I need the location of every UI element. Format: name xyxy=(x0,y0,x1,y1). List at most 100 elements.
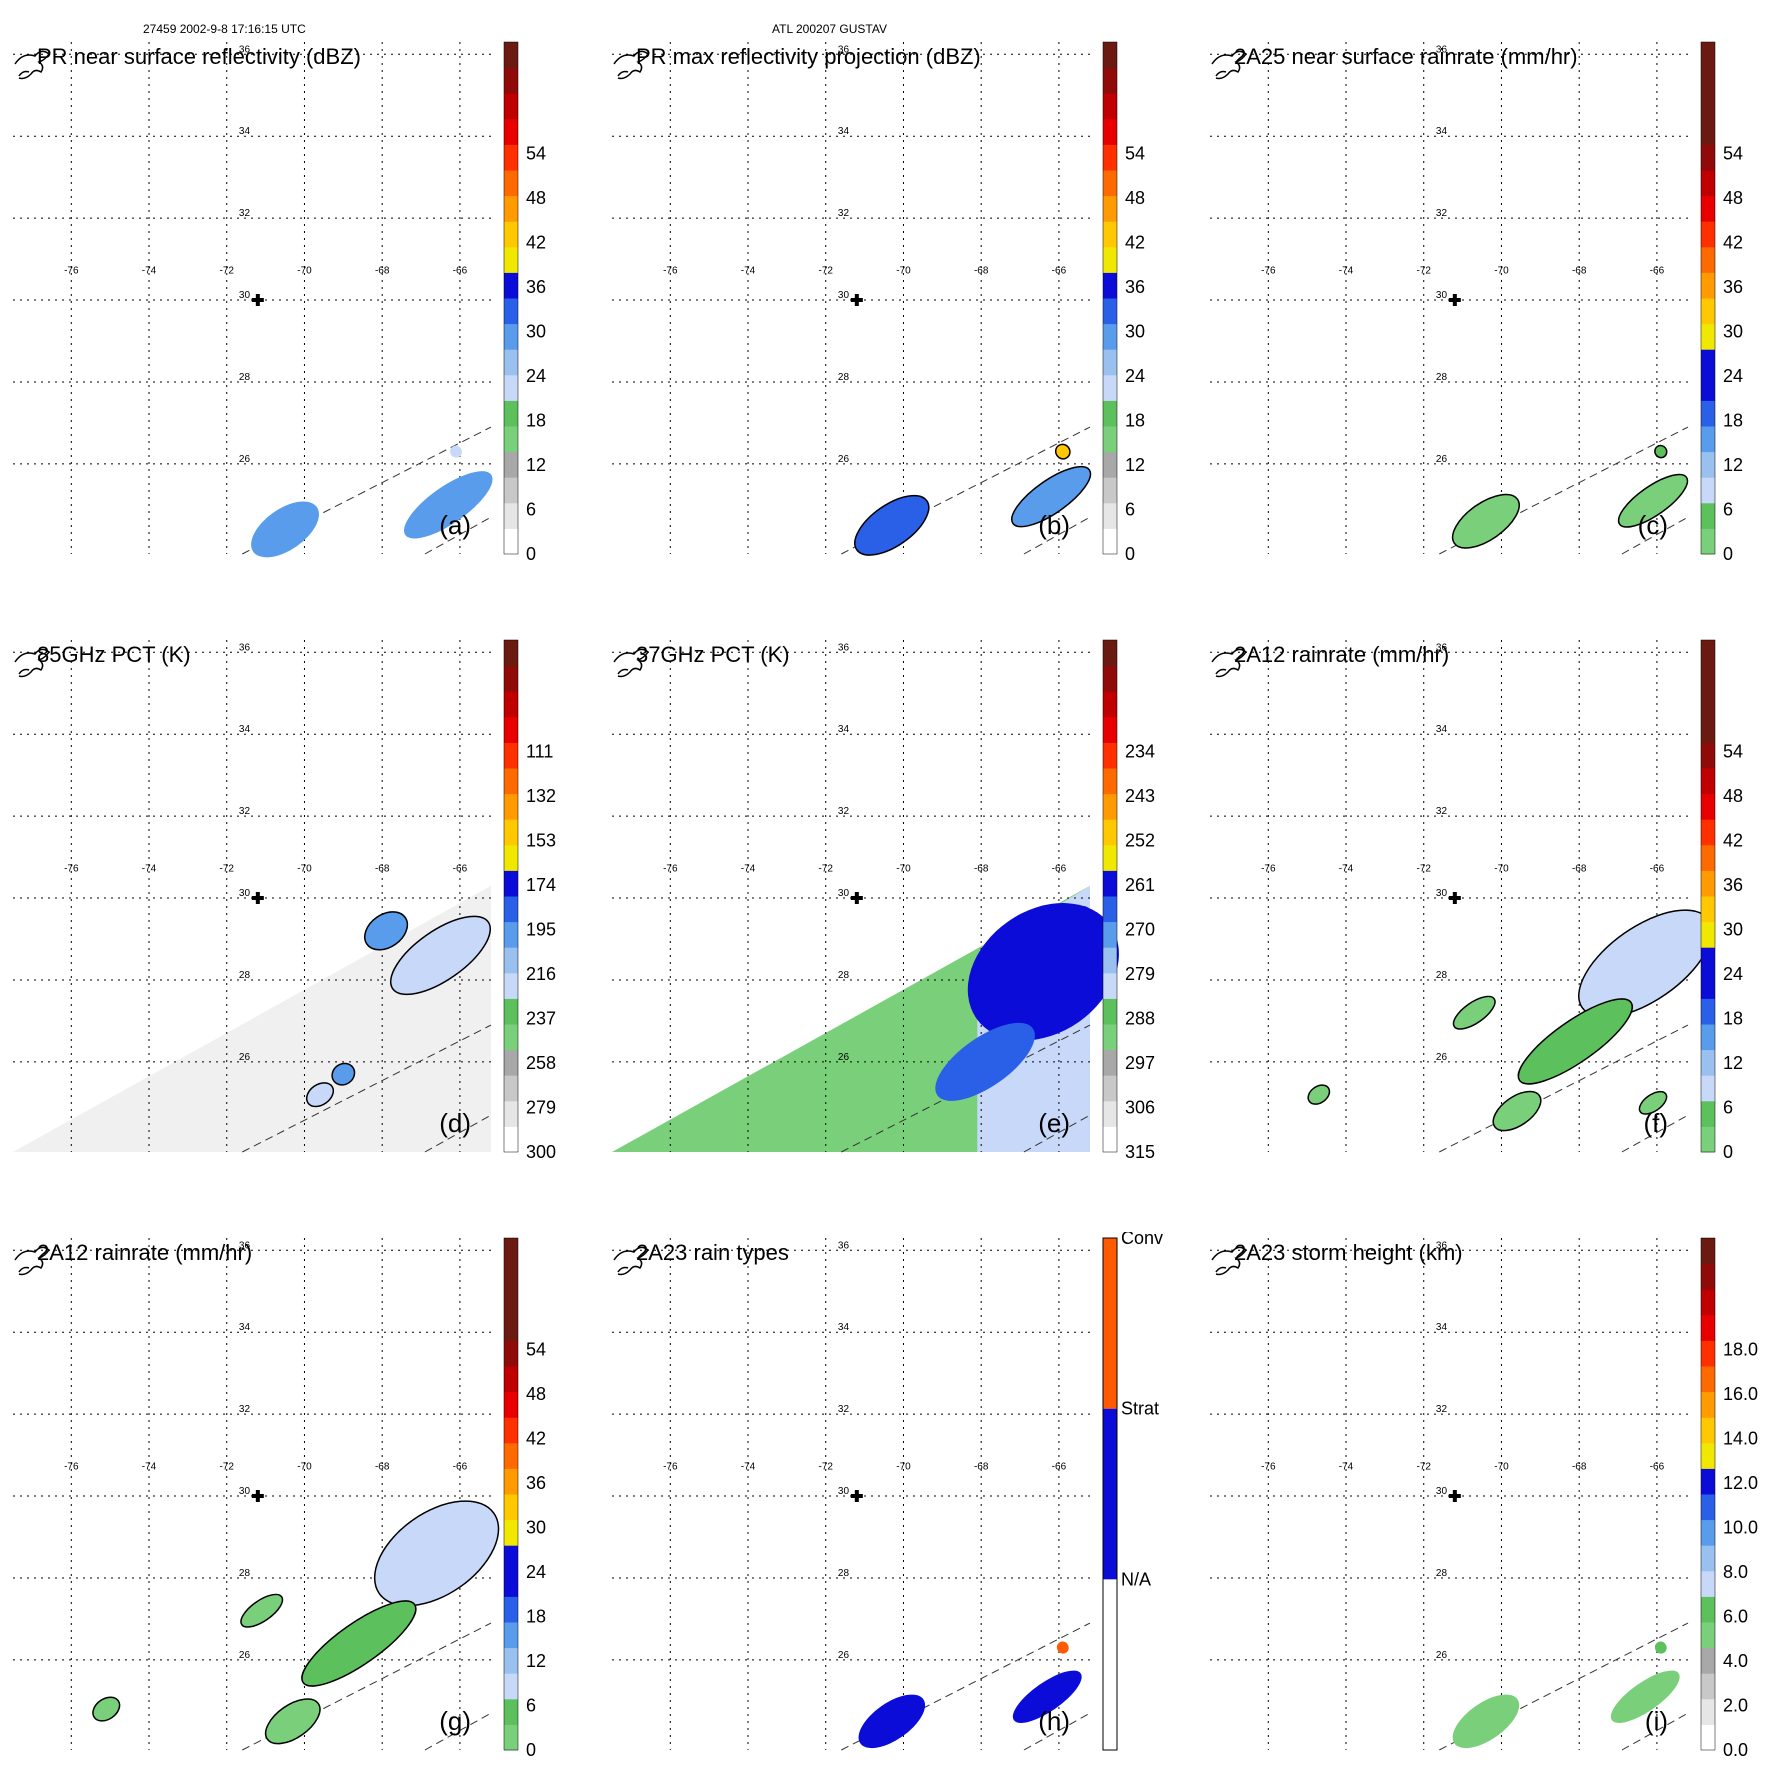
colorbar-tick-label: 42 xyxy=(1125,232,1145,252)
colorbar-segment xyxy=(1701,665,1715,692)
lat-tick-label: 32 xyxy=(239,806,251,817)
colorbar-segment xyxy=(1103,819,1117,846)
lon-tick-label: -76 xyxy=(663,265,678,276)
colorbar-tick-label: 36 xyxy=(1723,875,1743,895)
colorbar-tick-label: 234 xyxy=(1125,741,1155,761)
colorbar-segment xyxy=(1701,1494,1715,1521)
colorbar-tick-label: 24 xyxy=(1125,366,1145,386)
coastline xyxy=(613,50,650,80)
colorbar-tick-label: 42 xyxy=(526,1428,546,1448)
swath-edge-line xyxy=(841,1024,1091,1153)
colorbar-segment xyxy=(504,1468,518,1495)
colorbar-tick-label: 12 xyxy=(1723,455,1743,475)
colorbar-segment xyxy=(504,1126,518,1153)
colorbar-segment xyxy=(1103,374,1117,401)
lon-tick-label: -76 xyxy=(663,863,678,874)
swath-edge-line xyxy=(1439,1024,1689,1153)
colorbar-segment xyxy=(1701,1391,1715,1418)
colorbar-segment xyxy=(1701,93,1715,120)
colorbar-segment xyxy=(1701,1519,1715,1546)
colorbar-segment xyxy=(1701,1289,1715,1316)
colorbar-tick-label: 30 xyxy=(1723,321,1743,341)
colorbar-segment xyxy=(504,1366,518,1393)
colorbar-tick-label: 54 xyxy=(1723,741,1743,761)
colorbar-segment xyxy=(1701,1570,1715,1597)
colorbar-segment xyxy=(1103,144,1117,171)
colorbar-segment xyxy=(504,93,518,120)
colorbar-segment xyxy=(504,400,518,427)
colorbar-segment xyxy=(504,67,518,94)
colorbar: 315 306 297 288 279 270 261 252 243 234 xyxy=(1102,639,1155,1162)
lat-tick-label: 36 xyxy=(1436,44,1448,55)
colorbar-segment xyxy=(1701,502,1715,529)
colorbar-segment xyxy=(504,502,518,529)
colorbar-segment xyxy=(1701,640,1715,667)
colorbar-segment xyxy=(1701,1314,1715,1341)
lat-tick-label: 36 xyxy=(838,44,850,55)
colorbar-segment xyxy=(1701,947,1715,974)
rain-feature xyxy=(1517,998,1633,1085)
lat-tick-label: 32 xyxy=(838,1404,850,1415)
rain-feature xyxy=(1654,444,1668,459)
lat-tick-label: 36 xyxy=(838,642,850,653)
colorbar-tick-label: 252 xyxy=(1125,830,1155,850)
lat-tick-label: 36 xyxy=(239,1240,251,1251)
lat-tick-label: 26 xyxy=(838,454,850,465)
lon-tick-label: -66 xyxy=(1650,265,1665,276)
colorbar-segment xyxy=(504,921,518,948)
lon-tick-label: -70 xyxy=(1494,265,1509,276)
lon-tick-label: -66 xyxy=(1650,863,1665,874)
colorbar-segment xyxy=(504,1314,518,1341)
lon-tick-label: -70 xyxy=(896,863,911,874)
colorbar-segment xyxy=(1701,896,1715,923)
colorbar-tick-label: 18 xyxy=(1125,410,1145,430)
lat-tick-label: 34 xyxy=(838,1322,850,1333)
colorbar-segment xyxy=(504,1545,518,1572)
colorbar-segment xyxy=(1701,1417,1715,1444)
colorbar-segment xyxy=(1701,42,1715,69)
coastline xyxy=(1211,648,1248,678)
rain-feature xyxy=(1654,1641,1667,1654)
colorbar-segment xyxy=(1103,349,1117,376)
colorbar-tick-label: 0 xyxy=(1723,1142,1733,1162)
lat-tick-label: 34 xyxy=(838,724,850,735)
lat-tick-label: 32 xyxy=(1436,1404,1448,1415)
colorbar-tick-label: 48 xyxy=(1723,188,1743,208)
colorbar-segment xyxy=(1103,768,1117,795)
colorbar-segment xyxy=(1701,426,1715,453)
colorbar-border xyxy=(1700,41,1716,555)
lat-tick-label: 26 xyxy=(239,1650,251,1661)
panel-label: (b) xyxy=(1038,510,1070,540)
lon-tick-label: -70 xyxy=(1494,1461,1509,1472)
colorbar-segment xyxy=(1103,1579,1117,1750)
colorbar-border xyxy=(503,1237,519,1751)
colorbar-tick-label: 42 xyxy=(1723,232,1743,252)
colorbar-segment xyxy=(1103,502,1117,529)
lat-tick-label: 36 xyxy=(838,1240,850,1251)
colorbar-segment xyxy=(1103,870,1117,897)
colorbar-tick-label: 48 xyxy=(526,188,546,208)
colorbar-segment xyxy=(1701,349,1715,376)
rain-feature xyxy=(1054,443,1071,460)
colorbar-border xyxy=(1102,41,1118,555)
colorbar-tick-label: N/A xyxy=(1121,1569,1151,1589)
colorbar-tick-label: 279 xyxy=(526,1097,556,1117)
colorbar-tick-label: 0.0 xyxy=(1723,1740,1748,1760)
lon-tick-label: -66 xyxy=(1052,1461,1067,1472)
colorbar-segment xyxy=(504,42,518,69)
colorbar-tick-label: 10.0 xyxy=(1723,1517,1758,1537)
storm-center-marker xyxy=(251,892,264,905)
lon-tick-label: -68 xyxy=(1572,265,1587,276)
panel-label: (i) xyxy=(1645,1706,1668,1736)
panel-title: PR max reflectivity projection (dBZ) xyxy=(636,44,981,69)
colorbar-segment xyxy=(504,998,518,1025)
lon-tick-label: -68 xyxy=(375,265,390,276)
rain-feature xyxy=(935,1022,1035,1101)
rain-feature xyxy=(1012,1670,1082,1723)
colorbar-tick-label: 0 xyxy=(1125,544,1135,564)
colorbar-segment xyxy=(504,195,518,222)
lon-tick-label: -70 xyxy=(297,863,312,874)
colorbar-segment xyxy=(504,298,518,325)
colorbar-segment xyxy=(504,1417,518,1444)
colorbar-segment xyxy=(504,1289,518,1316)
